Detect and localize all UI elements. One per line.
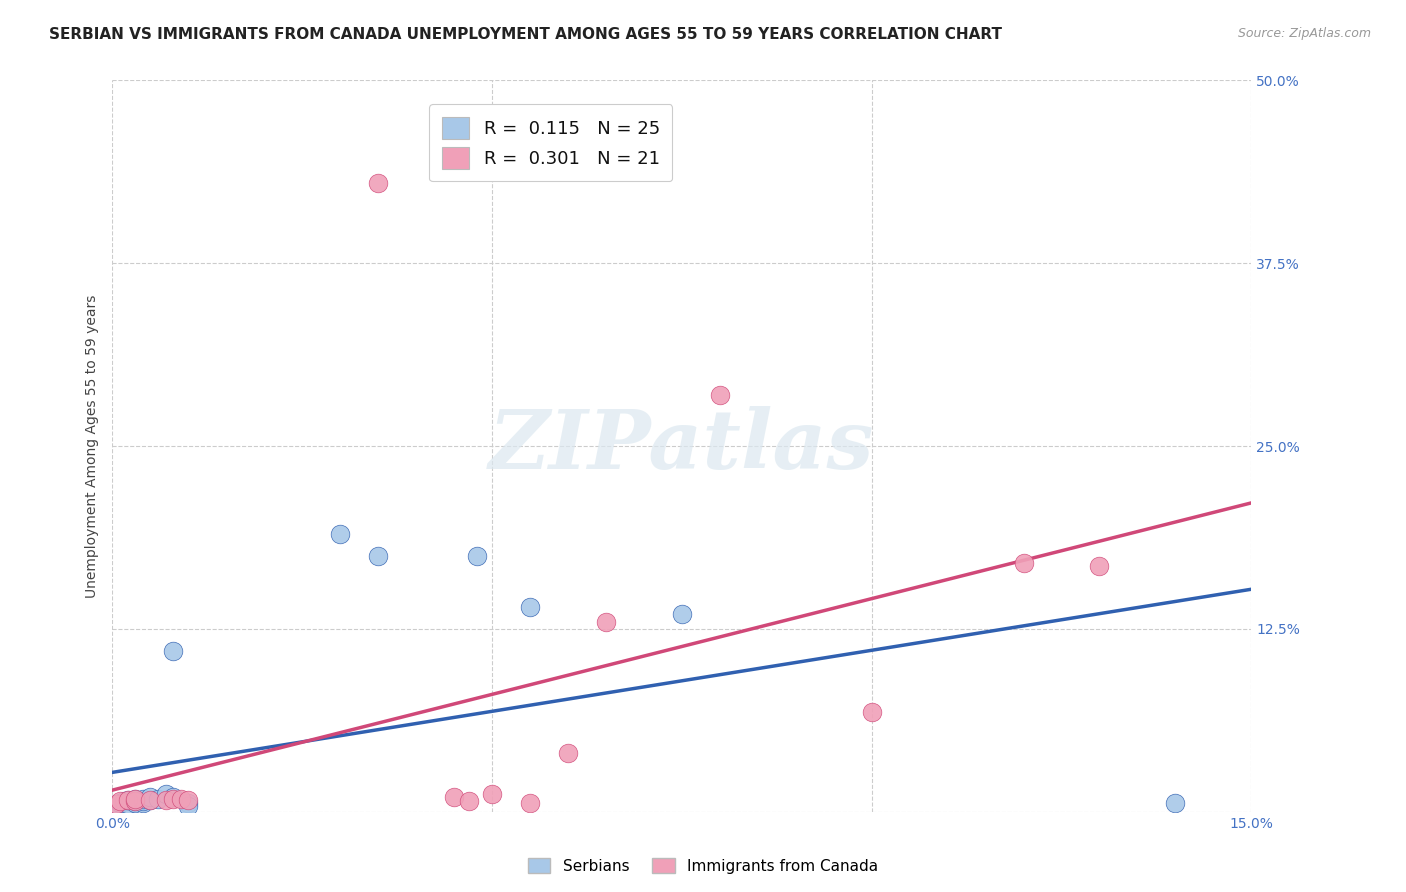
Point — [481, 787, 503, 801]
Point — [519, 599, 541, 614]
Point — [155, 793, 177, 807]
Point — [860, 705, 883, 719]
Text: ZIPatlas: ZIPatlas — [489, 406, 875, 486]
Point — [146, 791, 169, 805]
Point — [124, 796, 146, 810]
Point — [132, 791, 155, 805]
Point — [170, 791, 193, 805]
Point — [155, 787, 177, 801]
Point — [162, 644, 184, 658]
Legend: Serbians, Immigrants from Canada: Serbians, Immigrants from Canada — [522, 852, 884, 880]
Text: Source: ZipAtlas.com: Source: ZipAtlas.com — [1237, 27, 1371, 40]
Point — [595, 615, 617, 629]
Legend: R =  0.115   N = 25, R =  0.301   N = 21: R = 0.115 N = 25, R = 0.301 N = 21 — [429, 104, 672, 181]
Point — [1164, 796, 1187, 810]
Point — [139, 790, 162, 805]
Point — [139, 793, 162, 807]
Point — [177, 796, 200, 810]
Point — [1012, 556, 1035, 570]
Point — [108, 796, 131, 810]
Point — [139, 793, 162, 807]
Point — [124, 795, 146, 809]
Point — [177, 798, 200, 813]
Point — [117, 793, 139, 807]
Point — [117, 793, 139, 807]
Point — [162, 791, 184, 805]
Point — [329, 526, 352, 541]
Y-axis label: Unemployment Among Ages 55 to 59 years: Unemployment Among Ages 55 to 59 years — [84, 294, 98, 598]
Point — [443, 790, 465, 805]
Point — [112, 795, 135, 809]
Point — [519, 796, 541, 810]
Point — [458, 795, 481, 809]
Point — [367, 176, 389, 190]
Point — [671, 607, 693, 622]
Point — [367, 549, 389, 563]
Text: SERBIAN VS IMMIGRANTS FROM CANADA UNEMPLOYMENT AMONG AGES 55 TO 59 YEARS CORRELA: SERBIAN VS IMMIGRANTS FROM CANADA UNEMPL… — [49, 27, 1002, 42]
Point — [124, 795, 146, 809]
Point — [465, 549, 488, 563]
Point — [124, 791, 146, 805]
Point — [117, 797, 139, 812]
Point — [177, 793, 200, 807]
Point — [1088, 558, 1111, 573]
Point — [124, 791, 146, 805]
Point — [162, 790, 184, 805]
Point — [105, 797, 128, 812]
Point — [709, 388, 731, 402]
Point — [557, 746, 579, 760]
Point — [132, 795, 155, 809]
Point — [108, 795, 131, 809]
Point — [105, 797, 128, 812]
Point — [132, 796, 155, 810]
